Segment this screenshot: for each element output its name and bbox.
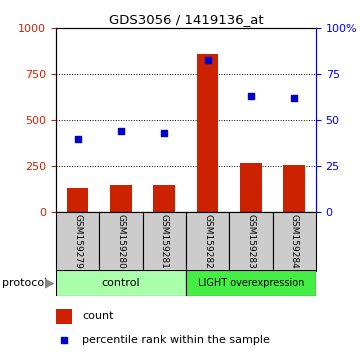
Bar xyxy=(153,185,175,212)
Text: control: control xyxy=(102,278,140,288)
Point xyxy=(291,96,297,101)
Title: GDS3056 / 1419136_at: GDS3056 / 1419136_at xyxy=(109,13,263,26)
Point xyxy=(75,136,81,142)
Text: ▶: ▶ xyxy=(45,277,55,290)
Text: GSM159283: GSM159283 xyxy=(247,214,255,269)
Point xyxy=(205,57,210,62)
Bar xyxy=(197,54,218,212)
Text: LIGHT overexpression: LIGHT overexpression xyxy=(198,278,304,288)
Point xyxy=(248,93,254,99)
Text: GSM159281: GSM159281 xyxy=(160,214,169,269)
Point xyxy=(118,129,124,134)
Point xyxy=(161,130,167,136)
Bar xyxy=(67,188,88,212)
Text: GSM159284: GSM159284 xyxy=(290,214,299,269)
Bar xyxy=(186,212,229,271)
Text: count: count xyxy=(82,312,113,321)
Bar xyxy=(56,270,186,296)
Bar xyxy=(56,309,72,324)
Bar xyxy=(229,212,273,271)
Text: percentile rank within the sample: percentile rank within the sample xyxy=(82,335,270,346)
Text: GSM159279: GSM159279 xyxy=(73,214,82,269)
Bar xyxy=(99,212,143,271)
Text: GSM159280: GSM159280 xyxy=(117,214,125,269)
Bar xyxy=(110,185,132,212)
Bar xyxy=(240,163,262,212)
Bar xyxy=(273,212,316,271)
Text: GSM159282: GSM159282 xyxy=(203,214,212,269)
Text: protocol: protocol xyxy=(2,278,47,288)
Bar xyxy=(186,270,316,296)
Bar xyxy=(56,212,99,271)
Bar xyxy=(283,165,305,212)
Bar xyxy=(143,212,186,271)
Point xyxy=(61,337,67,343)
